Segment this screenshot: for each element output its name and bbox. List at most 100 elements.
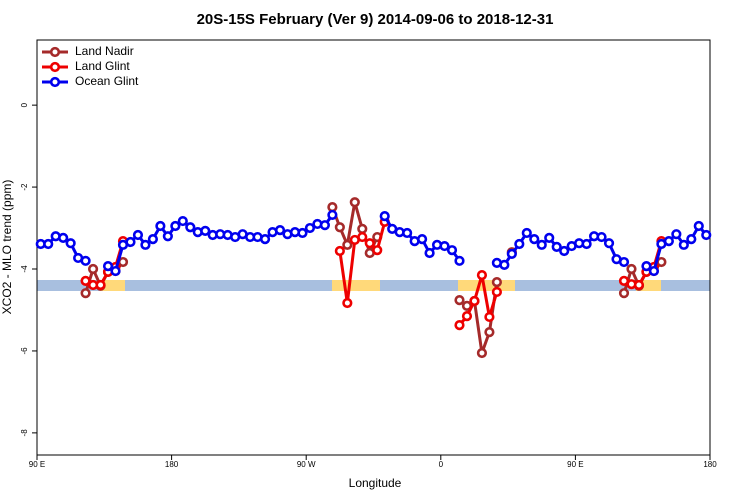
plot-frame bbox=[36, 39, 711, 456]
y-tick-label: -2 bbox=[20, 183, 29, 191]
data-point bbox=[364, 238, 375, 249]
data-point bbox=[80, 255, 91, 266]
legend-label: Land Nadir bbox=[75, 44, 134, 58]
data-point bbox=[349, 197, 360, 208]
data-point bbox=[559, 245, 570, 257]
data-point bbox=[319, 220, 330, 231]
data-point bbox=[514, 238, 525, 250]
data-point bbox=[43, 238, 54, 250]
data-point bbox=[618, 288, 630, 299]
x-tick-label: 90 W bbox=[297, 460, 316, 469]
data-point bbox=[357, 231, 368, 243]
data-point bbox=[484, 326, 495, 338]
data-point bbox=[484, 311, 495, 323]
data-point bbox=[162, 231, 173, 242]
data-point bbox=[297, 227, 308, 239]
x-tick-label: 0 bbox=[439, 460, 444, 469]
data-point bbox=[424, 247, 435, 259]
data-point bbox=[379, 211, 390, 222]
y-axis-label: XCO2 - MLO trend (ppm) bbox=[0, 180, 14, 315]
legend-marker bbox=[49, 61, 61, 73]
data-point bbox=[259, 234, 271, 245]
data-point bbox=[581, 238, 592, 250]
data-point bbox=[417, 234, 428, 245]
data-point bbox=[58, 232, 69, 243]
data-point bbox=[529, 234, 540, 245]
data-point bbox=[147, 234, 159, 245]
y-tick-label: -8 bbox=[20, 429, 29, 437]
data-point bbox=[357, 223, 368, 234]
x-tick-label: 90 E bbox=[29, 460, 45, 469]
y-tick-label: -4 bbox=[20, 265, 29, 273]
land-band bbox=[332, 280, 380, 291]
data-point bbox=[469, 295, 480, 307]
data-point bbox=[110, 265, 121, 277]
data-point bbox=[678, 239, 689, 250]
y-tick-label: 0 bbox=[20, 102, 29, 107]
data-point bbox=[274, 224, 286, 236]
data-point bbox=[87, 263, 99, 275]
land-band bbox=[100, 280, 125, 291]
data-point bbox=[618, 256, 630, 268]
data-point bbox=[476, 270, 488, 281]
legend-label: Land Glint bbox=[75, 59, 130, 73]
data-point bbox=[461, 311, 473, 322]
data-point bbox=[641, 261, 652, 272]
data-point bbox=[102, 261, 114, 272]
data-point bbox=[342, 239, 353, 250]
data-point bbox=[648, 265, 660, 277]
legend-label: Ocean Glint bbox=[75, 74, 139, 88]
data-point bbox=[132, 229, 144, 241]
data-point bbox=[334, 245, 345, 257]
data-point bbox=[342, 297, 353, 309]
data-point bbox=[454, 255, 465, 266]
x-tick-label: 180 bbox=[703, 460, 717, 469]
data-point bbox=[372, 245, 383, 256]
data-point bbox=[304, 222, 316, 234]
land-band bbox=[636, 280, 661, 291]
x-axis-label: Longitude bbox=[349, 476, 402, 490]
data-point bbox=[95, 279, 106, 291]
data-point bbox=[626, 263, 637, 275]
chart-title: 20S-15S February (Ver 9) 2014-09-06 to 2… bbox=[197, 11, 554, 28]
data-point bbox=[499, 259, 510, 271]
data-point bbox=[454, 295, 465, 306]
data-point bbox=[551, 241, 562, 252]
data-point bbox=[491, 277, 502, 288]
data-point bbox=[402, 227, 413, 239]
data-point bbox=[80, 275, 91, 286]
data-point bbox=[536, 239, 547, 250]
legend-marker bbox=[49, 46, 61, 58]
data-point bbox=[686, 234, 697, 245]
data-point bbox=[701, 229, 712, 241]
data-point bbox=[693, 220, 704, 232]
data-point bbox=[65, 238, 76, 249]
data-point bbox=[80, 288, 91, 299]
data-point bbox=[125, 236, 136, 248]
data-point bbox=[671, 229, 682, 240]
data-point bbox=[491, 286, 502, 298]
y-tick-label: -6 bbox=[20, 347, 29, 355]
x-tick-label: 180 bbox=[165, 460, 179, 469]
data-point bbox=[446, 245, 458, 256]
x-tick-label: 90 E bbox=[567, 460, 583, 469]
data-point bbox=[454, 320, 465, 331]
data-point bbox=[544, 232, 555, 243]
data-point bbox=[155, 220, 166, 232]
data-point bbox=[521, 227, 532, 239]
data-point bbox=[596, 231, 607, 243]
data-point bbox=[140, 239, 151, 250]
data-point bbox=[439, 240, 450, 252]
data-point bbox=[603, 238, 615, 249]
data-point bbox=[663, 236, 674, 247]
legend-marker bbox=[49, 76, 61, 88]
data-point bbox=[476, 347, 488, 359]
data-point bbox=[327, 209, 338, 221]
data-point bbox=[170, 220, 181, 232]
data-point bbox=[200, 225, 211, 237]
data-point bbox=[327, 202, 338, 213]
data-point bbox=[656, 256, 667, 268]
land-band bbox=[458, 280, 515, 291]
data-point bbox=[506, 248, 517, 259]
